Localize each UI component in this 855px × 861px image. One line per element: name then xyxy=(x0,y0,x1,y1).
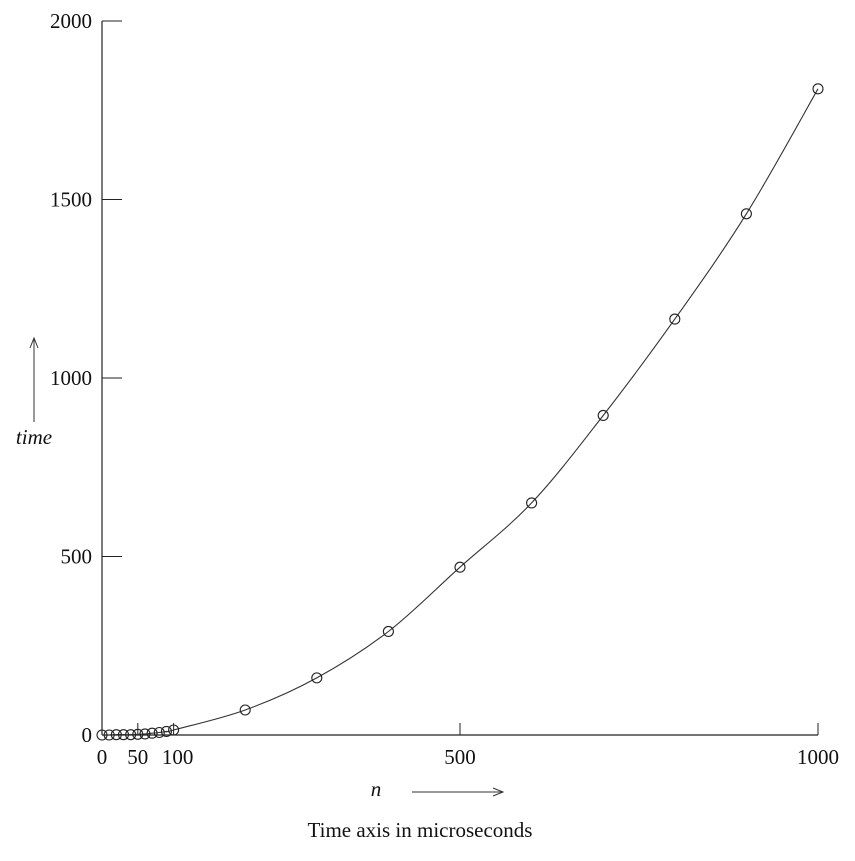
data-markers xyxy=(96,83,824,741)
data-point-900 xyxy=(740,208,752,220)
axes xyxy=(101,21,818,736)
x-tick-label-50: 50 xyxy=(127,745,148,769)
y-ticks: 0 500 1000 1500 2000 xyxy=(50,9,122,747)
data-point-80 xyxy=(153,726,165,739)
y-axis-label: time xyxy=(16,425,52,449)
data-point-60 xyxy=(139,728,151,740)
x-tick-label-0: 0 xyxy=(97,745,108,769)
data-point-90 xyxy=(160,725,172,737)
y-tick-label-1500: 1500 xyxy=(50,188,92,212)
data-point-600 xyxy=(526,497,538,509)
x-axis-arrow xyxy=(412,787,505,797)
x-tick-label-100: 100 xyxy=(162,745,194,769)
y-tick-label-500: 500 xyxy=(61,545,93,569)
x-tick-label-1000: 1000 xyxy=(797,745,839,769)
data-point-30 xyxy=(117,729,130,741)
x-tick-label-500: 500 xyxy=(444,745,476,769)
data-point-0 xyxy=(96,729,108,741)
x-ticks: 0 50 100 500 1000 xyxy=(97,723,839,769)
data-point-300 xyxy=(311,672,323,684)
data-point-70 xyxy=(146,727,158,739)
x-axis-label: n xyxy=(371,777,382,801)
chart-caption: Time axis in microseconds xyxy=(308,818,533,842)
y-tick-label-0: 0 xyxy=(82,723,93,747)
data-point-10 xyxy=(103,729,115,741)
y-tick-label-2000: 2000 xyxy=(50,9,92,33)
data-point-700 xyxy=(597,409,609,422)
y-axis-arrow xyxy=(29,336,39,422)
data-point-500 xyxy=(454,561,466,573)
data-point-200 xyxy=(239,704,251,716)
data-point-100 xyxy=(168,724,180,736)
series-curve xyxy=(101,88,819,736)
data-point-1000 xyxy=(812,83,824,95)
data-point-50 xyxy=(132,728,144,740)
y-tick-label-1000: 1000 xyxy=(50,366,92,390)
data-point-40 xyxy=(125,729,137,741)
data-point-400 xyxy=(382,625,394,638)
data-point-800 xyxy=(669,313,681,325)
data-point-20 xyxy=(110,729,122,741)
